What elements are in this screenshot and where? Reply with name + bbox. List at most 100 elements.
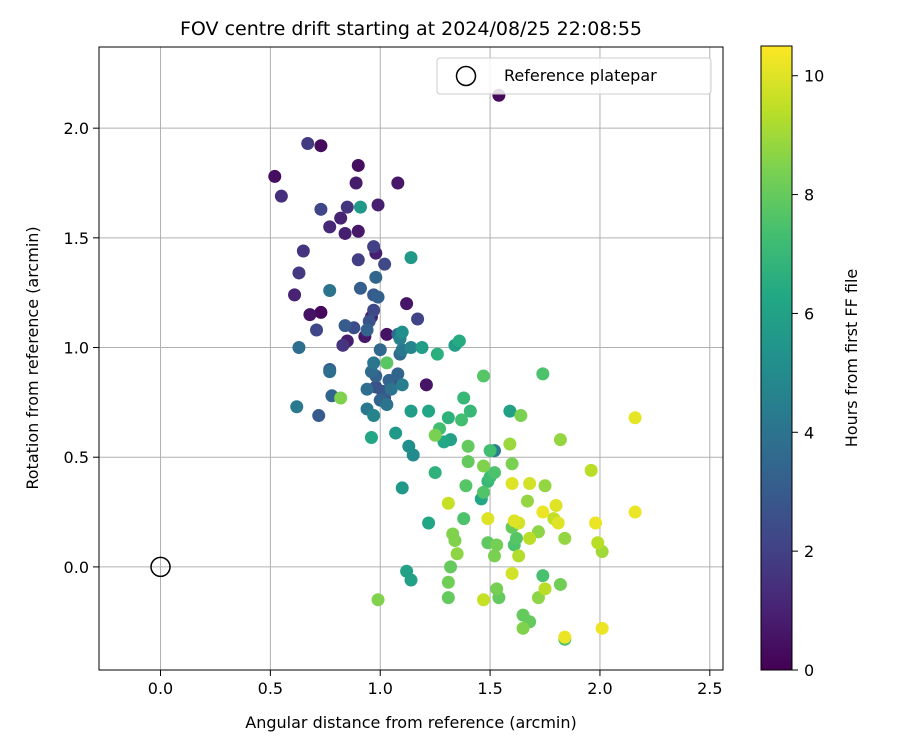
- data-point: [415, 341, 429, 355]
- y-axis-ticks: 0.0 0.5 1.0 1.5 2.0: [64, 119, 99, 577]
- data-point: [538, 479, 552, 493]
- colorbar-tick-label: 8: [804, 186, 814, 205]
- data-point: [551, 516, 565, 530]
- x-tick-label: 2.5: [697, 679, 722, 698]
- data-point: [334, 211, 348, 225]
- data-point: [400, 297, 414, 311]
- data-point: [301, 137, 315, 151]
- data-point: [628, 505, 642, 519]
- data-point: [274, 189, 288, 203]
- data-point: [338, 319, 352, 333]
- data-point: [404, 404, 418, 418]
- data-point: [323, 365, 337, 379]
- data-point: [288, 288, 302, 302]
- data-point: [628, 411, 642, 425]
- y-tick-label: 0.5: [64, 448, 89, 467]
- reference-platepar-marker: [150, 556, 171, 578]
- data-point: [490, 582, 504, 596]
- data-point: [549, 498, 563, 512]
- data-point: [595, 621, 609, 635]
- data-point: [323, 220, 337, 234]
- data-point: [584, 463, 598, 477]
- colorbar-tick-label: 2: [804, 542, 814, 561]
- data-points: [268, 88, 642, 646]
- data-point: [509, 531, 523, 545]
- data-point: [391, 176, 405, 190]
- data-point: [323, 283, 337, 297]
- data-point: [457, 391, 471, 405]
- data-point: [422, 516, 436, 530]
- data-point: [477, 485, 491, 499]
- data-point: [520, 494, 534, 508]
- x-tick-label: 0.5: [258, 679, 283, 698]
- data-point: [536, 505, 550, 519]
- data-point: [336, 338, 350, 352]
- data-point: [523, 531, 537, 545]
- data-point: [334, 391, 348, 405]
- data-point: [483, 444, 497, 458]
- data-point: [310, 323, 324, 337]
- reference-marker-layer: [150, 556, 171, 578]
- colorbar-tick-label: 4: [804, 423, 814, 442]
- data-point: [481, 512, 495, 526]
- data-point: [371, 593, 385, 607]
- data-point: [391, 367, 405, 381]
- data-point: [371, 290, 385, 304]
- data-point: [512, 549, 526, 563]
- data-point: [558, 630, 572, 644]
- data-point: [395, 481, 409, 495]
- y-axis-label: Rotation from reference (arcmin): [23, 226, 42, 489]
- data-point: [402, 439, 416, 453]
- data-point: [457, 512, 471, 526]
- data-point: [290, 400, 304, 414]
- data-point: [553, 577, 567, 591]
- x-axis-label: Angular distance from reference (arcmin): [245, 713, 576, 732]
- data-point: [367, 356, 381, 370]
- data-point: [461, 455, 475, 469]
- data-point: [314, 202, 328, 216]
- data-point: [369, 270, 383, 284]
- data-point: [459, 479, 473, 493]
- data-point: [353, 281, 367, 295]
- data-point: [268, 169, 282, 183]
- data-point: [441, 411, 455, 425]
- y-tick-label: 1.0: [64, 339, 89, 358]
- data-point: [360, 323, 374, 337]
- data-point: [303, 308, 317, 322]
- data-point: [538, 582, 552, 596]
- data-point: [380, 398, 394, 412]
- data-point: [487, 549, 501, 563]
- colorbar-ticks: 0 2 4 6 8 10: [792, 67, 824, 680]
- data-point: [461, 439, 475, 453]
- legend-marker-icon: [455, 65, 477, 87]
- data-point: [591, 536, 605, 550]
- data-point: [314, 305, 328, 319]
- data-point: [448, 534, 462, 548]
- x-tick-label: 1.0: [368, 679, 393, 698]
- data-point: [340, 200, 354, 214]
- data-point: [514, 409, 528, 423]
- data-point: [422, 404, 436, 418]
- data-point: [430, 347, 444, 361]
- data-point: [477, 459, 491, 473]
- data-point: [452, 334, 466, 348]
- data-point: [380, 356, 394, 370]
- data-point: [312, 409, 326, 423]
- data-point: [349, 176, 363, 190]
- x-axis-ticks: 0.0 0.5 1.0 1.5 2.0 2.5: [148, 670, 723, 698]
- colorbar: [760, 45, 793, 671]
- data-point: [450, 547, 464, 561]
- data-point: [419, 378, 433, 392]
- data-point: [487, 466, 501, 480]
- data-point: [428, 466, 442, 480]
- data-point: [364, 430, 378, 444]
- legend-box: [436, 57, 712, 95]
- data-point: [505, 457, 519, 471]
- data-point: [395, 378, 409, 392]
- data-point: [463, 404, 477, 418]
- colorbar-tick-label: 6: [804, 304, 814, 323]
- data-point: [351, 224, 365, 238]
- data-point: [404, 573, 418, 587]
